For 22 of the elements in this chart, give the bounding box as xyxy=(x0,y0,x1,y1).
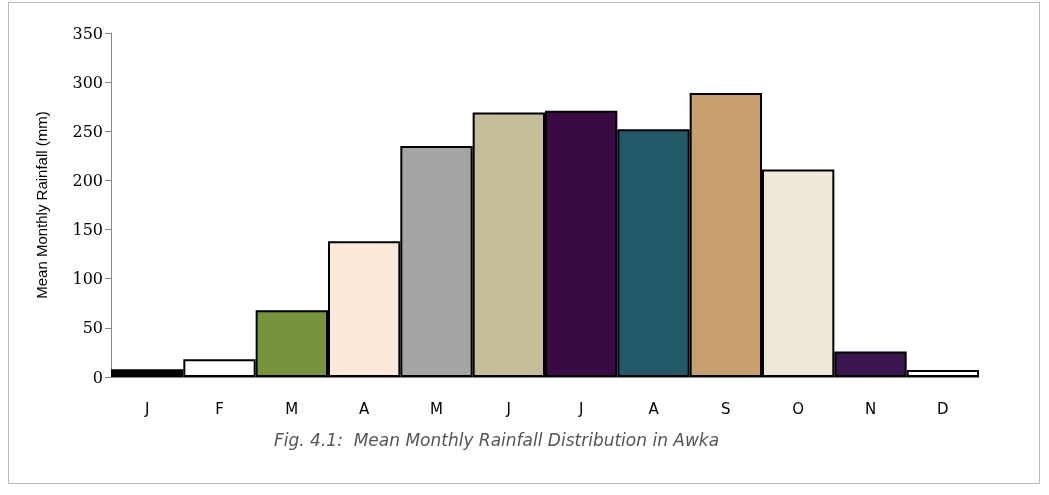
x-tick-label: A xyxy=(648,399,660,418)
y-tick-label: 100 xyxy=(72,269,103,289)
caption: Fig. 4.1: Mean Monthly Rainfall Distribution in Awka xyxy=(274,429,720,450)
x-tick-label: A xyxy=(359,399,371,418)
x-tick-label: M xyxy=(430,399,443,418)
y-tick-label: 50 xyxy=(82,318,103,338)
y-tick-label: 300 xyxy=(72,72,103,92)
x-tick-label: N xyxy=(864,399,877,418)
x-tick-label: J xyxy=(505,399,512,418)
x-tick-label: D xyxy=(937,399,949,418)
y-axis-title: Mean Monthly Rainfall (mm) xyxy=(33,111,50,299)
x-tick-label: F xyxy=(215,399,224,418)
y-tick-label: 150 xyxy=(72,220,103,240)
x-tick-label: O xyxy=(792,399,805,418)
x-tick-label: J xyxy=(143,399,150,418)
x-tick-label: J xyxy=(577,399,584,418)
x-tick-label: M xyxy=(285,399,299,418)
y-tick-label: 250 xyxy=(72,121,103,141)
y-tick-label: 0 xyxy=(92,367,103,387)
x-tick-label: S xyxy=(721,399,731,418)
y-tick-label: 200 xyxy=(72,170,103,190)
y-tick-label: 350 xyxy=(72,23,103,43)
